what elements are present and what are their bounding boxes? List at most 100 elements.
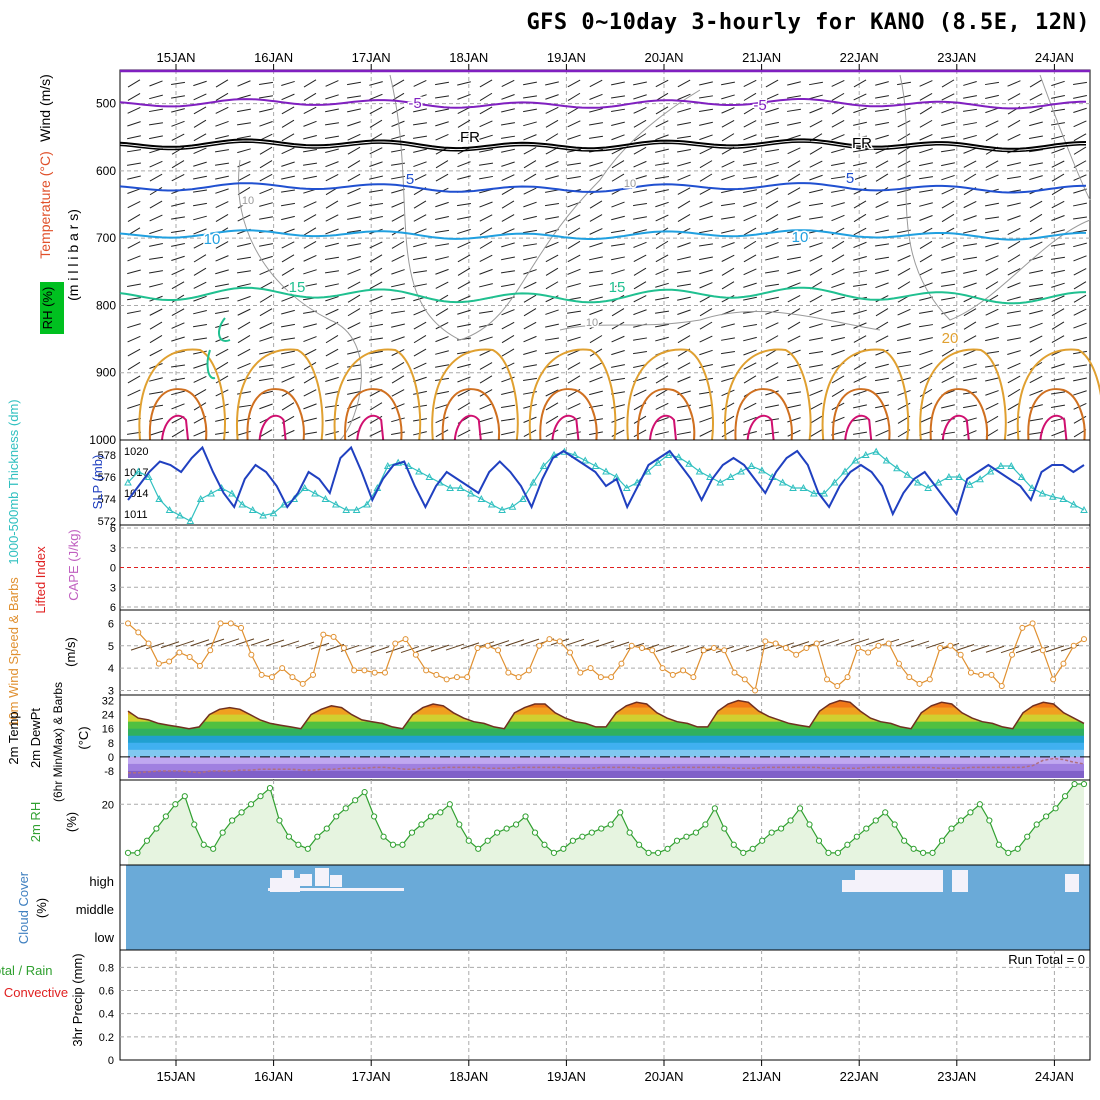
rh-point [1071, 780, 1078, 788]
wind-barb [1007, 162, 1021, 167]
wind-barb [523, 243, 537, 247]
wind-barb [1051, 147, 1065, 154]
wind-barb [171, 364, 185, 368]
wind-barb [325, 335, 339, 344]
wind-barb [567, 323, 581, 328]
wind-barb [303, 162, 317, 166]
wind-barb [875, 377, 889, 382]
wind-barb [237, 430, 251, 436]
wind-barb [237, 256, 251, 260]
wind-barb [215, 175, 229, 180]
wind-barb [523, 108, 537, 113]
wind-barb [149, 228, 163, 235]
wind-barb [985, 377, 999, 382]
thickness-point [176, 511, 184, 519]
wind-barb [699, 256, 713, 261]
wind-barb [545, 216, 559, 220]
wind10-point [577, 669, 584, 676]
wind-barb [809, 351, 823, 355]
pressure-tick: 600 [96, 164, 116, 178]
wind-barb [149, 430, 163, 436]
wind-barb [919, 80, 933, 87]
rh-point [153, 825, 160, 832]
wind-barb [215, 120, 229, 127]
precip-tick: 0 [108, 1055, 114, 1067]
wind10-barb [520, 638, 540, 646]
wind-barb [611, 377, 625, 382]
wind-barb [193, 254, 207, 263]
rh-area [128, 784, 1084, 865]
wind-barb [325, 296, 339, 302]
wind-barb [215, 269, 229, 275]
wind-barb [127, 375, 141, 384]
rh-point [853, 833, 860, 840]
wind-barb [457, 175, 471, 180]
wind-barb [347, 377, 361, 382]
wind-barb [237, 391, 251, 395]
rh-point [683, 833, 690, 840]
wind-barb [1029, 389, 1043, 396]
wind-barb [589, 335, 603, 344]
wind-barb [655, 282, 669, 288]
rh-point [901, 837, 908, 844]
wind-barb [501, 390, 515, 396]
wind-barb [479, 323, 493, 328]
wind-barb [193, 161, 207, 167]
wind-barb [765, 135, 779, 139]
ylabel-rh-units: (%) [64, 812, 79, 832]
wind-barb [1007, 296, 1021, 302]
thickness-point [155, 494, 164, 502]
wind-barb [743, 431, 757, 436]
wind-barb [589, 200, 603, 209]
wind-barb [501, 376, 515, 383]
wind-barb [567, 417, 581, 423]
wind-barb [1007, 176, 1021, 180]
wind10-point [546, 636, 553, 643]
wind-barb [545, 415, 559, 424]
wind-barb [127, 213, 141, 223]
wind-barb [1029, 283, 1043, 287]
series-line-temp [127, 699, 1085, 730]
wind-barb [963, 335, 977, 343]
wind-barb [259, 120, 273, 127]
wind-barb [435, 134, 449, 141]
contour-20 [431, 348, 519, 441]
wind-barb [941, 404, 955, 409]
wind-barb [149, 173, 163, 182]
wind-barb [853, 162, 867, 167]
wind-barb [1007, 133, 1021, 141]
wind10-barb [685, 646, 705, 654]
wind-barb [743, 323, 757, 328]
wind-barb [721, 81, 735, 86]
rh-point [342, 805, 349, 812]
wind-barb [985, 255, 999, 262]
rh-contour [1039, 74, 1091, 201]
wind-barb [149, 242, 163, 247]
wind-barb [1007, 240, 1021, 249]
thickness-point [622, 483, 631, 491]
wind-barb [303, 92, 317, 101]
wind-barb [325, 122, 339, 126]
wind-barb [479, 134, 493, 140]
wind-barb [127, 149, 141, 153]
wind-barb [347, 95, 361, 99]
wind-barb [369, 147, 383, 155]
wind-barb [1073, 202, 1087, 207]
wind-barb [303, 431, 317, 435]
wind-barb [1073, 364, 1087, 368]
wind-barb [853, 362, 867, 370]
wind-barb [523, 281, 537, 289]
upper-air-frame [119, 69, 1091, 441]
wind10-point [196, 662, 203, 669]
wind-barb [149, 256, 163, 260]
lifted-index-tick: 3 [110, 582, 116, 594]
wind-barb [1073, 322, 1087, 329]
ylabel-2m-temp: 2m Temp [6, 711, 21, 764]
rh-point [512, 821, 520, 828]
wind-barb [259, 187, 273, 195]
wind-barb [325, 80, 339, 87]
date-tick-bottom: 21JAN [742, 1069, 781, 1084]
wind-barb [545, 309, 559, 315]
thickness-point [997, 461, 1005, 469]
date-tick-bottom: 23JAN [937, 1069, 976, 1084]
